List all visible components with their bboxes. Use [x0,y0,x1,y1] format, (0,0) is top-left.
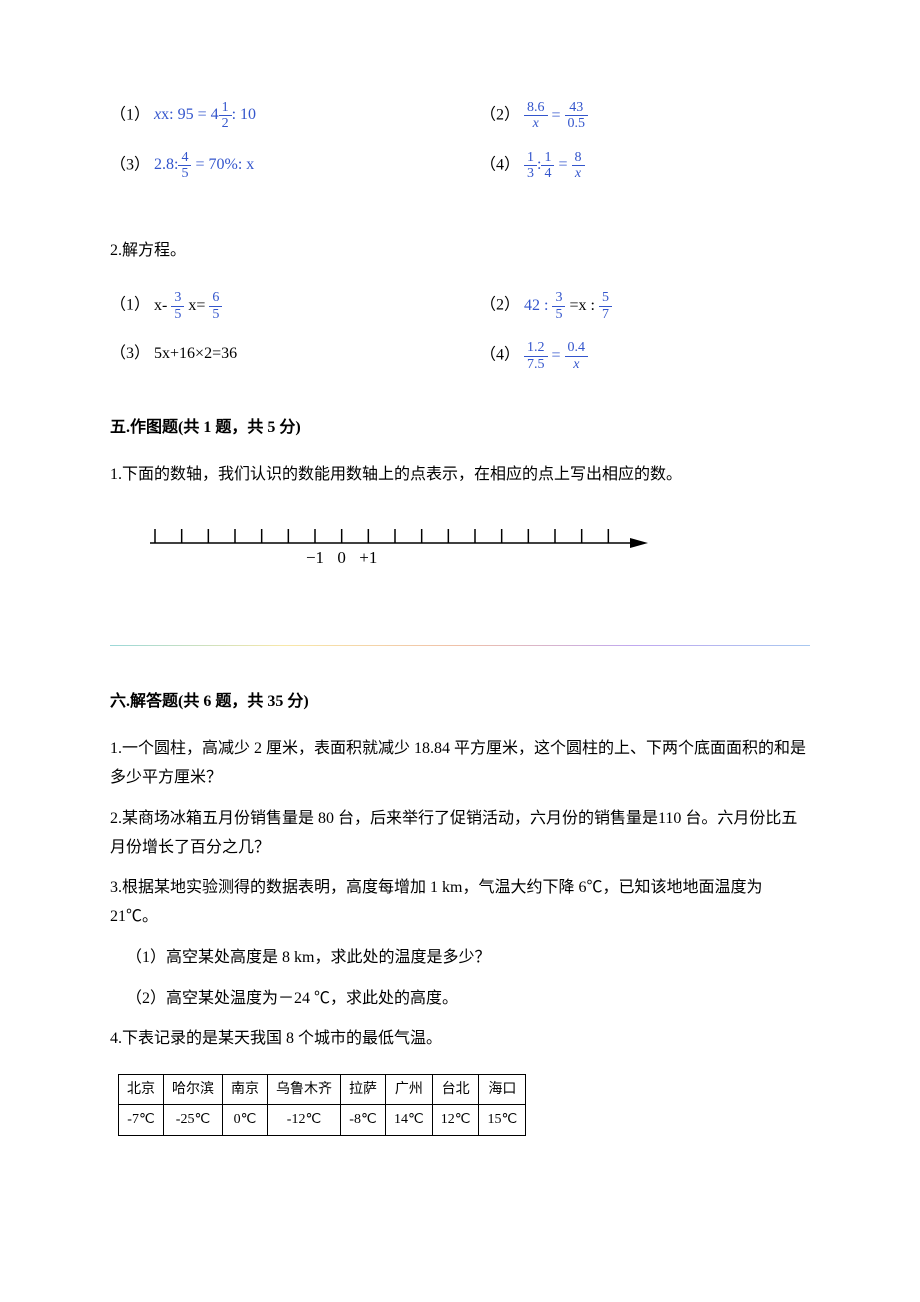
table-value-cell: -8℃ [341,1105,386,1135]
temperature-table: 北京哈尔滨南京乌鲁木齐拉萨广州台北海口 -7℃-25℃0℃-12℃-8℃14℃1… [118,1074,526,1135]
section-6-q4: 4.下表记录的是某天我国 8 个城市的最低气温。 [110,1025,810,1054]
svg-text:+1: +1 [359,548,377,567]
eq-content: 42 : 35 =x : 57 [524,297,612,314]
table-header-row: 北京哈尔滨南京乌鲁木齐拉萨广州台北海口 [119,1075,526,1105]
eq-num: （4） [480,347,520,364]
section-6-q3-1: （1）高空某处高度是 8 km，求此处的温度是多少？ [110,944,810,973]
eq-content: x- 35 x= 65 [154,297,222,314]
eq-2-4: （4） 1.27.5 = 0.4x [440,340,810,372]
eq-2-3: （3） 5x+16×2=36 [110,340,440,372]
eq-num: （1） [110,297,150,314]
table-header-cell: 南京 [223,1075,268,1105]
table-value-cell: 14℃ [386,1105,433,1135]
eq-content: 8.6x = 430.5 [524,107,588,124]
table-value-row: -7℃-25℃0℃-12℃-8℃14℃12℃15℃ [119,1105,526,1135]
eq-row-1: （1） xx: 95 = 412: 10 （2） 8.6x = 430.5 [110,100,810,132]
section-6-q1: 1.一个圆柱，高减少 2 厘米，表面积就减少 18.84 平方厘米，这个圆柱的上… [110,735,810,793]
eq-content: 5x+16×2=36 [154,345,237,362]
table-header-cell: 哈尔滨 [164,1075,223,1105]
eq-row-4: （3） 5x+16×2=36 （4） 1.27.5 = 0.4x [110,340,810,372]
prompt-solve-equations: 2.解方程。 [110,237,810,266]
table-header-cell: 乌鲁木齐 [268,1075,341,1105]
eq-num: （2） [480,107,520,124]
eq-row-3: （1） x- 35 x= 65 （2） 42 : 35 =x : 57 [110,290,810,322]
table-header-cell: 广州 [386,1075,433,1105]
eq-num: （3） [110,156,150,173]
table-value-cell: -12℃ [268,1105,341,1135]
eq-num: （1） [110,106,150,123]
section-6-q3: 3.根据某地实验测得的数据表明，高度每增加 1 km，气温大约下降 6℃，已知该… [110,874,810,932]
eq-content: 2.8:45 = 70%: x [154,156,254,173]
table-value-cell: 15℃ [479,1105,526,1135]
eq-1-1: （1） xx: 95 = 412: 10 [110,100,440,132]
section-5-q1: 1.下面的数轴，我们认识的数能用数轴上的点表示，在相应的点上写出相应的数。 [110,461,810,490]
eq-content: 1.27.5 = 0.4x [524,347,588,364]
eq-1-3: （3） 2.8:45 = 70%: x [110,150,440,182]
section-6-header: 六.解答题(共 6 题，共 35 分) [110,688,810,717]
eq-content: 13:14 = 8x [524,156,584,173]
divider-gradient [110,645,810,646]
eq-2-2: （2） 42 : 35 =x : 57 [440,290,810,322]
eq-1-4: （4） 13:14 = 8x [440,150,810,182]
table-header-cell: 北京 [119,1075,164,1105]
section-equations-1: （1） xx: 95 = 412: 10 （2） 8.6x = 430.5 （3… [110,100,810,182]
eq-2-1: （1） x- 35 x= 65 [110,290,440,322]
table-value-cell: 0℃ [223,1105,268,1135]
table-header-cell: 台北 [432,1075,479,1105]
table-header-cell: 海口 [479,1075,526,1105]
eq-num: （2） [480,297,520,314]
eq-num: （3） [110,345,150,362]
eq-content: xx: 95 = 412: 10 [154,106,256,123]
table-value-cell: 12℃ [432,1105,479,1135]
eq-row-2: （3） 2.8:45 = 70%: x （4） 13:14 = 8x [110,150,810,182]
section-5-header: 五.作图题(共 1 题，共 5 分) [110,414,810,443]
eq-num: （4） [480,156,520,173]
svg-text:−1: −1 [306,548,324,567]
table-value-cell: -7℃ [119,1105,164,1135]
eq-1-2: （2） 8.6x = 430.5 [440,100,810,132]
table-header-cell: 拉萨 [341,1075,386,1105]
number-line-figure: −1 0 +1 [150,525,810,596]
section-6-q3-2: （2）高空某处温度为－24 ℃，求此处的高度。 [110,985,810,1014]
number-line-svg: −1 0 +1 [150,525,660,585]
section-6-q2: 2.某商场冰箱五月份销售量是 80 台，后来举行了促销活动，六月份的销售量是11… [110,805,810,863]
section-equations-2: （1） x- 35 x= 65 （2） 42 : 35 =x : 57 （3） … [110,290,810,372]
table-value-cell: -25℃ [164,1105,223,1135]
svg-text:0: 0 [337,548,346,567]
